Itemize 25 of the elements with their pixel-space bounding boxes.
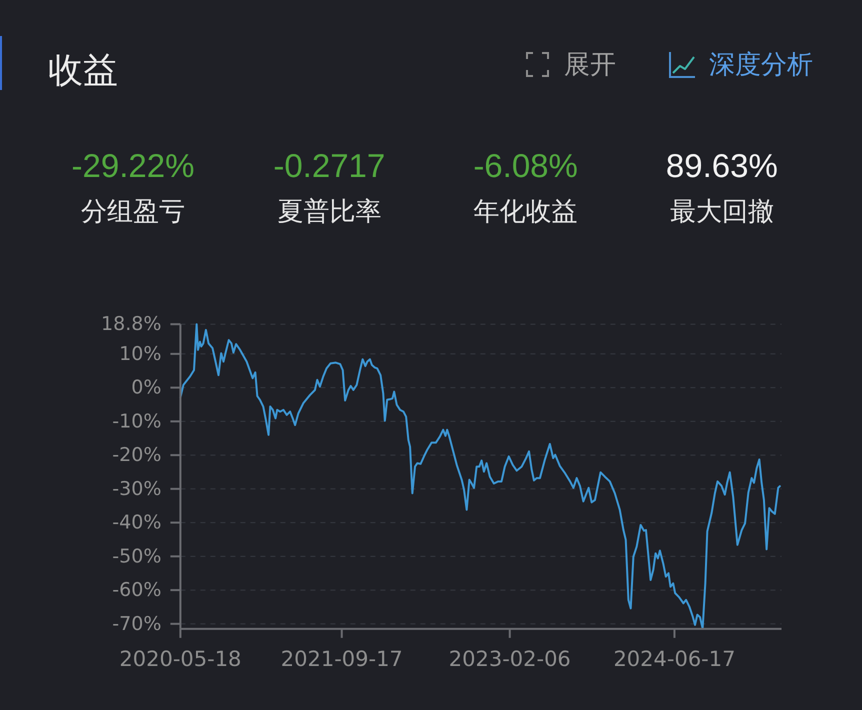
text: 深度分析 <box>709 49 813 79</box>
y-tick-label: 18.8% <box>101 313 162 336</box>
x-tick-label: 2020-05-18 <box>119 647 242 671</box>
text: -0.2717 <box>273 147 386 184</box>
text: 年化收益 <box>474 196 578 226</box>
y-tick-label: -30% <box>112 478 162 500</box>
text: -6.08% <box>473 147 578 184</box>
text: -29.22% <box>72 147 194 184</box>
y-tick-label: -70% <box>112 612 162 635</box>
text: 夏普比率 <box>277 196 382 226</box>
x-tick-label: 2023-02-06 <box>448 647 571 671</box>
y-tick-label: -60% <box>112 579 162 602</box>
y-tick-label: -20% <box>112 444 162 466</box>
x-tick-label: 2021-09-17 <box>280 647 403 671</box>
chart-title: 收益 <box>48 51 118 90</box>
y-tick-label: -10% <box>112 410 162 432</box>
y-tick-label: -40% <box>112 512 162 534</box>
text: 分组盈亏 <box>81 196 185 226</box>
text: 最大回撤 <box>670 196 774 226</box>
text: 89.63% <box>666 147 778 184</box>
text: 展开 <box>564 49 616 79</box>
x-tick-label: 2024-06-17 <box>613 647 736 671</box>
y-tick-label: 10% <box>119 342 162 365</box>
y-tick-label: 0% <box>131 376 162 399</box>
y-tick-label: -50% <box>112 545 162 568</box>
